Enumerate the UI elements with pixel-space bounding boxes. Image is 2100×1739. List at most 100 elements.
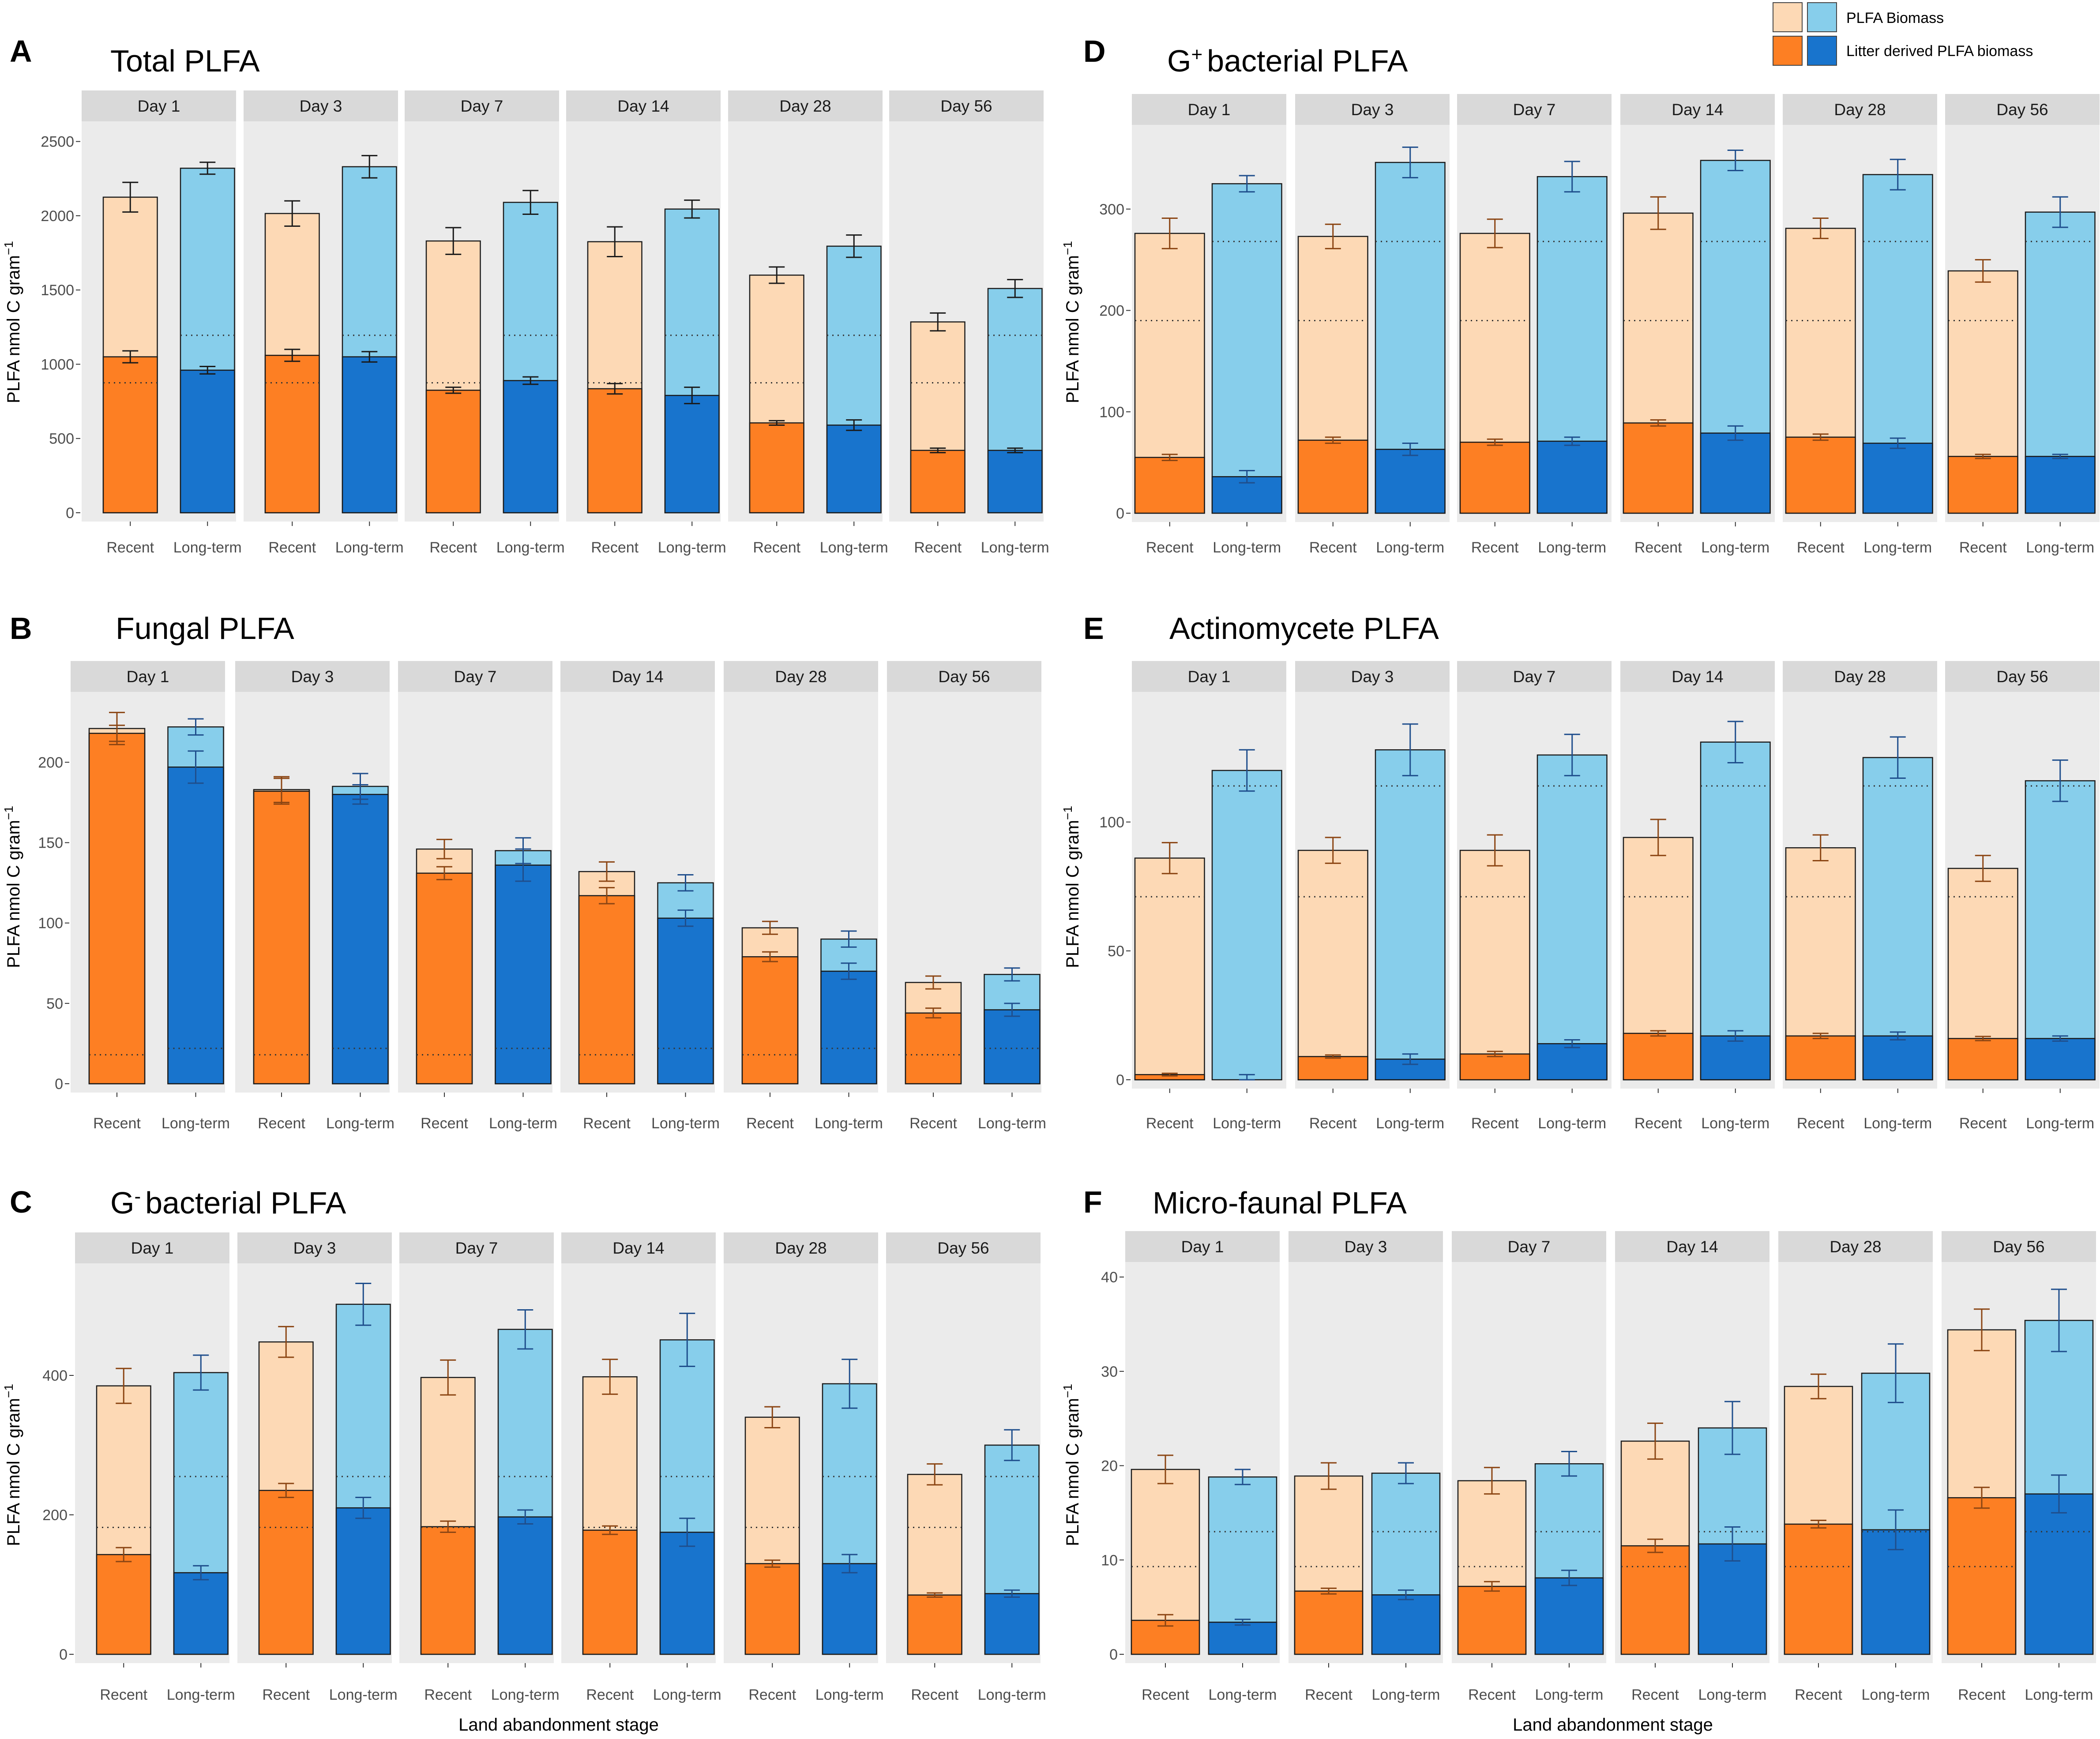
facet-strip [237,1232,392,1263]
error-bar-total-recent [284,200,301,227]
x-tick-label-recent: Recent [1958,1686,2006,1703]
error-bar-total-long-term [1402,723,1418,777]
error-bar-litter-recent [1321,1587,1337,1595]
error-bar-litter-recent [1157,1614,1173,1627]
facet-strip-label: Day 14 [1672,101,1723,119]
error-bar-total-long-term [1724,1401,1740,1455]
error-bar-total-long-term [188,718,204,736]
error-bar-litter-long-term [515,848,531,882]
y-tick-label: 0 [1116,1072,1124,1089]
facet-strip-label: Day 14 [1672,668,1723,686]
bar-litter-recent [1785,436,1856,514]
facet-day-7: Day 7 Recent Long-term [399,1232,560,1703]
bar-total-long-term [1375,749,1446,1081]
y-tick-label: 300 [1099,201,1124,218]
x-tick-label-long-term: Long-term [978,1686,1046,1703]
error-bar-litter-long-term [2052,1035,2068,1042]
x-tick-label-long-term: Long-term [167,1686,235,1703]
bar-litter-recent [96,1554,151,1655]
bar-litter-long-term [2024,1493,2094,1655]
x-tick-label-long-term: Long-term [335,539,404,556]
panel-title: Fungal PLFA [116,611,294,646]
error-bar-litter-recent [769,420,785,426]
facet-strip-label: Day 28 [775,668,826,686]
error-bar-total-recent [436,838,452,860]
bar-litter-long-term [822,1563,877,1655]
facet-strip [1457,661,1612,692]
error-bar-litter-long-term [1888,1509,1904,1551]
x-tick-label-long-term: Long-term [1213,539,1281,556]
error-bar-litter-recent [1161,1072,1178,1077]
x-tick-label-long-term: Long-term [1209,1686,1277,1703]
facet-strip-label: Day 28 [1834,668,1886,686]
error-bar-total-recent [925,975,941,990]
error-bar-litter-recent [764,1559,781,1568]
y-tick-label: 500 [49,431,74,447]
facet-strip [1783,94,1937,125]
facet-strip [1945,94,2100,125]
bar-total-long-term [1211,770,1282,1081]
facet-day-56: Day 56 Recent Long-term [1942,1231,2096,1703]
panel-letter: A [10,34,32,68]
error-bar-litter-recent [1975,454,1991,459]
bar-total-long-term [2025,780,2096,1081]
error-bar-total-long-term [2052,759,2068,802]
x-tick-label-recent: Recent [753,539,800,556]
facet-strip-label: Day 14 [612,1239,664,1257]
y-tick-label: 100 [38,915,63,932]
error-bar-litter-recent [1811,1519,1826,1529]
bar-litter-long-term [2025,456,2096,514]
error-bar-litter-long-term [352,784,368,805]
error-bar-total-long-term [199,162,216,175]
error-bar-litter-recent [1161,454,1178,462]
error-bar-total-recent [1487,218,1503,248]
facet-strip [724,1232,878,1263]
x-tick-label-recent: Recent [424,1686,472,1703]
error-bar-litter-recent [274,777,289,805]
error-bar-litter-long-term [684,387,700,405]
facet-day-7: Day 7 Recent Long-term [1457,94,1612,556]
y-tick-label: 0 [66,505,74,522]
x-tick-label-recent: Recent [1142,1686,1189,1703]
error-bar-litter-recent [1975,1036,1991,1041]
x-tick-label-long-term: Long-term [1538,1115,1606,1132]
error-bar-total-long-term [1007,279,1023,298]
x-tick-label-long-term: Long-term [1701,539,1769,556]
facet-strip [399,1232,554,1263]
bar-litter-long-term [659,1532,715,1655]
bar-litter-long-term [1536,1043,1608,1081]
facet-strip [728,90,883,121]
error-bar-total-long-term [1239,749,1255,792]
bar-litter-long-term [1536,440,1608,514]
y-tick-label: 0 [1109,1646,1118,1663]
error-bar-litter-long-term [1561,1570,1577,1586]
facet-day-7: Day 7 Recent Long-term [398,661,557,1132]
facet-strip [1783,661,1937,692]
error-bar-litter-recent [436,866,452,880]
bar-litter-long-term [167,766,224,1085]
error-bar-total-recent [1975,259,1991,283]
error-bar-litter-recent [607,383,623,395]
panel-title: Micro-faunal PLFA [1153,1186,1407,1220]
x-tick-label-long-term: Long-term [981,539,1049,556]
x-tick-label-long-term: Long-term [1376,539,1444,556]
x-tick-label-long-term: Long-term [1376,1115,1444,1132]
x-axis-title-left: Land abandonment stage [458,1715,659,1735]
facet-strip [1132,94,1286,125]
x-tick-label-recent: Recent [748,1686,796,1703]
x-tick-label-long-term: Long-term [329,1686,398,1703]
facet-strip-label: Day 7 [454,668,497,686]
x-tick-label-recent: Recent [268,539,316,556]
y-axis-title: PLFA nmol C gram−1 [2,806,24,968]
facet-day-56: Day 56 Recent Long-term [889,90,1049,556]
error-bar-total-long-term [679,1312,695,1367]
error-bar-total-long-term [1402,146,1418,179]
error-bar-total-long-term [193,1354,209,1391]
error-bar-total-recent [122,181,139,213]
error-bar-litter-recent [1487,1051,1503,1057]
x-tick-label-recent: Recent [106,539,154,556]
bar-total-long-term [1700,741,1771,1081]
error-bar-total-long-term [1890,158,1906,191]
x-tick-label-long-term: Long-term [815,1115,883,1132]
facet-strip-label: Day 1 [127,668,169,686]
